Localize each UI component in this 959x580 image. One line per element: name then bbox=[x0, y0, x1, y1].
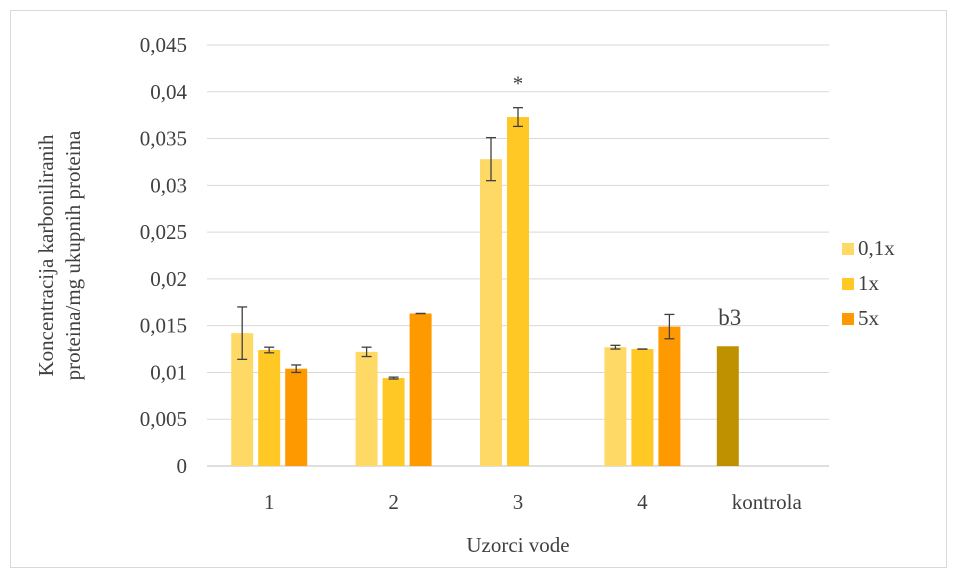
bar-1x bbox=[507, 117, 529, 466]
x-tick-label: 1 bbox=[264, 490, 275, 514]
bar-5x bbox=[658, 326, 681, 466]
legend-swatch bbox=[842, 278, 854, 290]
y-axis-label-line: proteina/mg ukupnih proteina bbox=[61, 130, 85, 380]
y-tick-label: 0,025 bbox=[140, 220, 187, 244]
bar-5x bbox=[409, 313, 432, 466]
y-tick-label: 0,015 bbox=[140, 314, 187, 338]
legend-label: 5x bbox=[858, 306, 880, 330]
x-axis-label: Uzorci vode bbox=[466, 533, 569, 557]
legend-label: 0,1x bbox=[858, 236, 895, 260]
bar-0,1x bbox=[355, 351, 378, 466]
bar-0,1x bbox=[604, 347, 627, 466]
annotation-label: * bbox=[513, 72, 524, 96]
y-tick-label: 0,02 bbox=[150, 267, 187, 291]
legend-label: 1x bbox=[858, 271, 880, 295]
y-tick-label: 0,045 bbox=[140, 33, 187, 57]
legend-swatch bbox=[842, 313, 854, 325]
x-tick-label: kontrola bbox=[732, 490, 803, 514]
bar-control bbox=[716, 346, 739, 466]
x-tick-label: 2 bbox=[388, 490, 399, 514]
legend: 0,1x 1x 5x bbox=[842, 236, 895, 330]
bar-0,1x bbox=[231, 333, 254, 466]
y-tick-label: 0 bbox=[177, 454, 188, 478]
bar-0,1x bbox=[480, 159, 502, 467]
x-tick-labels: 1 2 3 4 kontrola bbox=[264, 490, 803, 514]
y-tick-label: 0,035 bbox=[140, 127, 187, 151]
x-tick-label: 3 bbox=[513, 490, 524, 514]
annotation-label: b3 bbox=[718, 305, 741, 330]
bar-chart: 0 0,005 0,01 0,015 0,02 0,025 0,03 0,035 0,04 0,0… bbox=[34, 33, 895, 557]
bar-1x bbox=[382, 378, 405, 466]
bar-5x bbox=[285, 368, 308, 466]
chart-frame: 0 0,005 0,01 0,015 0,02 0,025 0,03 0,035 0,04 0,0… bbox=[10, 10, 947, 568]
annotations: * b3 bbox=[513, 72, 742, 331]
y-tick-label: 0,04 bbox=[150, 80, 187, 104]
bar-1x bbox=[258, 349, 281, 466]
error-bars bbox=[237, 107, 675, 380]
x-tick-label: 4 bbox=[637, 490, 648, 514]
bar-1x bbox=[631, 349, 654, 466]
bars bbox=[231, 117, 739, 467]
y-tick-labels: 0 0,005 0,01 0,015 0,02 0,025 0,03 0,035 0,04 0,0… bbox=[140, 33, 188, 478]
y-tick-label: 0,005 bbox=[140, 407, 187, 431]
y-tick-label: 0,01 bbox=[150, 360, 187, 384]
y-tick-label: 0,03 bbox=[150, 173, 187, 197]
y-axis-label-line: Koncentracija karboniliranih bbox=[34, 134, 58, 376]
legend-swatch bbox=[842, 243, 854, 255]
